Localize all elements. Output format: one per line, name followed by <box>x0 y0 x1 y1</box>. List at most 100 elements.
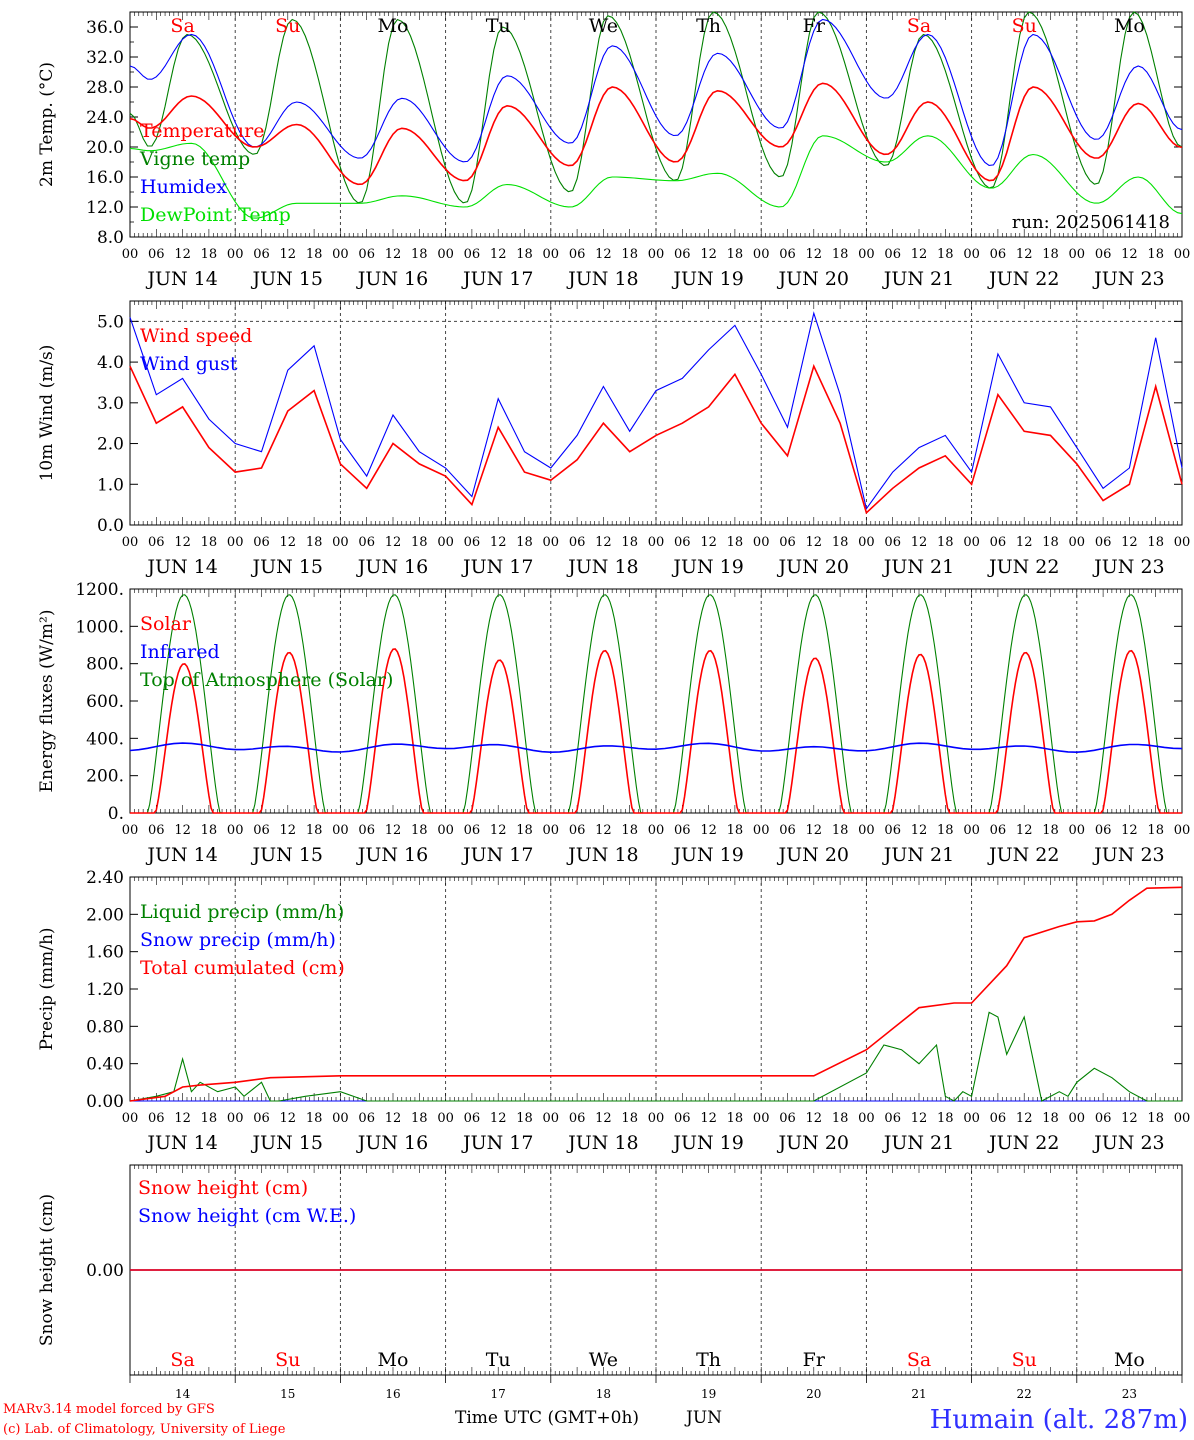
date-label: JUN 15 <box>251 556 323 578</box>
weekday-label: Mo <box>1114 15 1145 37</box>
hour-label: 06 <box>1095 535 1112 550</box>
hour-label: 00 <box>122 823 139 838</box>
hour-label: 18 <box>1147 823 1164 838</box>
weekday-label: Sa <box>170 1349 194 1371</box>
date-label: JUN 18 <box>566 268 638 290</box>
date-label: JUN 22 <box>987 556 1059 578</box>
series-line <box>129 1011 1182 1102</box>
hour-label: 00 <box>963 247 980 262</box>
series-line <box>129 82 1183 186</box>
hour-label: 06 <box>148 823 165 838</box>
hour-label: 12 <box>1121 823 1138 838</box>
hour-label: 00 <box>543 823 560 838</box>
y-tick-label: 200. <box>86 767 124 787</box>
hour-label: 00 <box>437 535 454 550</box>
hour-label: 12 <box>174 247 191 262</box>
hour-label: 06 <box>253 535 270 550</box>
hour-label: 06 <box>569 823 586 838</box>
hour-label: 06 <box>674 247 691 262</box>
y-tick-label: 5.0 <box>97 312 124 332</box>
hour-label: 06 <box>884 823 901 838</box>
hour-label: 06 <box>674 535 691 550</box>
hour-label: 06 <box>779 535 796 550</box>
hour-label: 00 <box>1069 535 1086 550</box>
y-tick-label: 0.40 <box>86 1055 124 1075</box>
date-label: JUN 16 <box>356 268 428 290</box>
y-axis-label: Energy fluxes (W/m²) <box>37 610 57 793</box>
hour-label: 18 <box>621 535 638 550</box>
hour-label: 18 <box>411 1111 428 1126</box>
hour-label: 12 <box>911 823 928 838</box>
hour-label: 06 <box>674 823 691 838</box>
hour-label: 00 <box>753 823 770 838</box>
hour-label: 06 <box>464 1111 481 1126</box>
hour-label: 00 <box>227 823 244 838</box>
y-tick-label: 0.00 <box>86 1092 124 1112</box>
hour-label: 00 <box>227 247 244 262</box>
hour-label: 06 <box>148 1111 165 1126</box>
date-label: JUN 23 <box>1092 268 1164 290</box>
y-tick-label: 2.00 <box>86 905 124 925</box>
hour-label: 00 <box>648 1111 665 1126</box>
hour-label: 18 <box>306 247 323 262</box>
hour-label: 18 <box>621 1111 638 1126</box>
y-tick-label: 1.0 <box>97 475 124 495</box>
hour-label: 18 <box>727 535 744 550</box>
hour-label: 12 <box>700 247 717 262</box>
hour-label: 00 <box>753 247 770 262</box>
hour-label: 06 <box>990 247 1007 262</box>
hour-label: 12 <box>1121 247 1138 262</box>
hour-label: 18 <box>516 535 533 550</box>
date-label: JUN 20 <box>777 268 849 290</box>
panel-5: 0.00 Snow height (cm) Snow height (cm) Snow… <box>37 1164 1183 1376</box>
hour-label: 18 <box>1042 535 1059 550</box>
legend-entry: Vigne temp <box>139 148 250 170</box>
hour-label: 06 <box>148 535 165 550</box>
hour-label: 12 <box>595 1111 612 1126</box>
date-label: JUN 23 <box>1092 844 1164 866</box>
hour-label: 12 <box>911 247 928 262</box>
hour-label: 06 <box>1095 823 1112 838</box>
hour-label: 00 <box>753 1111 770 1126</box>
date-label: JUN 19 <box>671 844 743 866</box>
date-label: JUN 17 <box>461 1132 533 1154</box>
hour-label: 12 <box>490 1111 507 1126</box>
hour-label: 00 <box>437 1111 454 1126</box>
y-axis-label: 2m Temp. (°C) <box>37 62 57 187</box>
hour-label: 12 <box>490 247 507 262</box>
hour-label: 06 <box>779 1111 796 1126</box>
y-tick-label: 400. <box>86 729 124 749</box>
legend-entry: Humidex <box>140 176 227 198</box>
hour-label: 00 <box>753 535 770 550</box>
hour-label: 18 <box>832 535 849 550</box>
y-tick-label: 8.0 <box>97 228 124 248</box>
hour-label: 06 <box>148 247 165 262</box>
panel-2: 0.0 1.0 2.0 3.0 4.0 5.0 10m Wind (m/s) 00 06 12 18… <box>37 300 1190 578</box>
hour-label: 12 <box>1016 247 1033 262</box>
hour-label: 18 <box>1147 1111 1164 1126</box>
day-number: 18 <box>596 1387 611 1401</box>
day-number: 22 <box>1017 1387 1032 1401</box>
hour-label: 06 <box>674 1111 691 1126</box>
hour-label: 00 <box>858 535 875 550</box>
hour-label: 00 <box>1174 1111 1191 1126</box>
date-label: JUN 23 <box>1092 556 1164 578</box>
hour-label: 18 <box>621 823 638 838</box>
y-tick-label: 1.60 <box>86 943 124 963</box>
y-tick-label: 32.0 <box>86 48 124 68</box>
hour-label: 00 <box>648 535 665 550</box>
day-number: 19 <box>701 1387 716 1401</box>
hour-label: 18 <box>727 1111 744 1126</box>
weekday-label: Mo <box>378 15 409 37</box>
date-label: JUN 16 <box>356 556 428 578</box>
hour-label: 12 <box>700 1111 717 1126</box>
weekday-label: Mo <box>1114 1349 1145 1371</box>
hour-label: 18 <box>621 247 638 262</box>
hour-label: 00 <box>858 1111 875 1126</box>
hour-label: 18 <box>516 247 533 262</box>
y-tick-label: 1.20 <box>86 980 124 1000</box>
day-number: 17 <box>491 1387 506 1401</box>
date-label: JUN 20 <box>777 556 849 578</box>
hour-label: 12 <box>174 535 191 550</box>
day-number: 21 <box>911 1387 926 1401</box>
